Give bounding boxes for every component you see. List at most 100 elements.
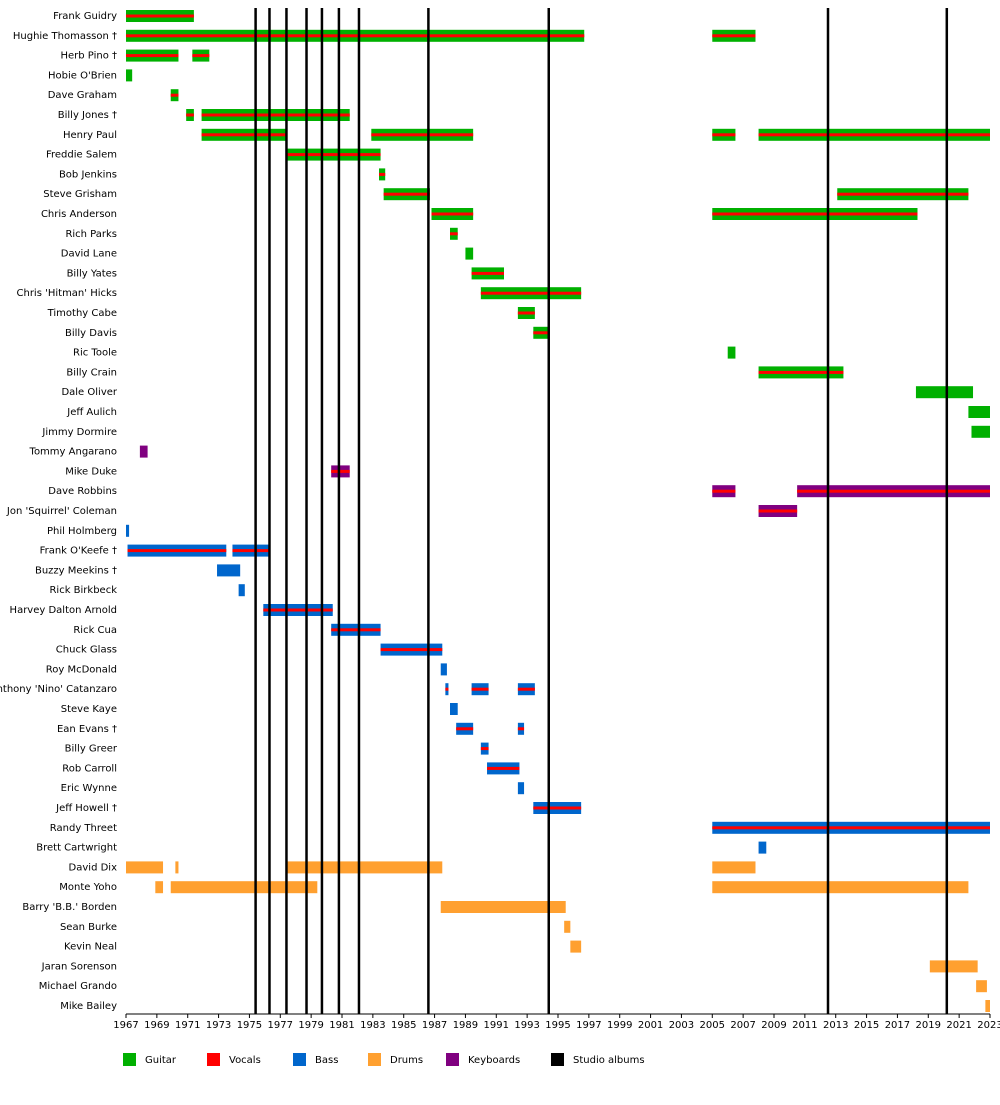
vocals-stripe [201, 133, 287, 137]
member-name: Harvey Dalton Arnold [10, 605, 117, 616]
vocals-stripe [127, 549, 227, 553]
member-bar [968, 406, 990, 418]
x-tick-label: 1979 [298, 1020, 323, 1031]
member-bar [139, 445, 148, 458]
member-name: Dale Oliver [61, 387, 117, 398]
legend-label: Vocals [229, 1055, 261, 1066]
member-name: Ean Evans † [57, 724, 117, 735]
vocals-stripe [758, 133, 990, 137]
member-name: Mike Duke [65, 466, 117, 477]
legend-label: Studio albums [573, 1055, 645, 1066]
member-name: Dave Robbins [48, 486, 117, 497]
member-bar [440, 663, 447, 676]
vocals-stripe [487, 766, 520, 770]
vocals-stripe [712, 212, 918, 216]
member-bar [712, 881, 969, 894]
member-name: Dave Graham [48, 90, 117, 101]
legend-swatch [293, 1053, 306, 1066]
vocals-stripe [797, 489, 990, 493]
x-tick-label: 2003 [669, 1020, 694, 1031]
member-bar [286, 861, 443, 874]
legend-label: Guitar [145, 1055, 177, 1066]
member-name: Brett Cartwright [36, 843, 117, 854]
member-name: Buzzy Meekins † [35, 565, 117, 576]
member-bar [985, 1000, 990, 1012]
x-tick-label: 2007 [730, 1020, 755, 1031]
member-bar [465, 247, 474, 260]
member-bar [450, 703, 458, 715]
member-name: Jimmy Dormire [41, 427, 117, 438]
vocals-stripe [471, 687, 489, 691]
member-name: David Dix [69, 862, 118, 873]
vocals-stripe [126, 54, 179, 58]
vocals-stripe [712, 489, 736, 493]
member-name: Roy McDonald [46, 664, 117, 675]
x-tick-label: 2013 [823, 1020, 848, 1031]
member-bar [175, 861, 179, 874]
member-bar [170, 881, 318, 894]
member-name: Jaran Sorenson [41, 961, 117, 972]
member-name: Billy Greer [65, 744, 118, 755]
member-bar [971, 425, 990, 438]
member-bar [238, 584, 245, 597]
vocals-stripe [758, 509, 798, 513]
vocals-stripe [533, 806, 582, 810]
legend-swatch [446, 1053, 459, 1066]
member-name: Kevin Neal [64, 942, 117, 953]
member-name: Steve Kaye [61, 704, 117, 715]
member-name: Rick Cua [73, 625, 117, 636]
member-name: Randy Threet [50, 823, 117, 834]
vocals-stripe [186, 113, 194, 117]
x-tick-label: 1967 [113, 1020, 138, 1031]
x-tick-label: 2011 [792, 1020, 817, 1031]
member-bar [976, 980, 987, 993]
member-bar [217, 564, 241, 577]
member-bar [929, 960, 978, 973]
member-name: Monte Yoho [59, 882, 117, 893]
member-name: Chris 'Hitman' Hicks [17, 288, 118, 299]
member-bar [712, 861, 756, 874]
member-name: Herb Pino † [60, 51, 117, 62]
x-tick-label: 1989 [453, 1020, 478, 1031]
member-name: Billy Jones † [58, 110, 117, 121]
vocals-stripe [331, 469, 350, 473]
member-name: Barry 'B.B.' Borden [22, 902, 117, 913]
member-bar [155, 881, 164, 894]
x-tick-label: 1975 [237, 1020, 262, 1031]
vocals-stripe [517, 727, 525, 731]
vocals-stripe [837, 192, 969, 196]
member-name: Eric Wynne [61, 783, 117, 794]
vocals-stripe [758, 370, 844, 374]
member-bar [564, 920, 571, 933]
member-name: Sean Burke [60, 922, 117, 933]
x-tick-label: 2005 [700, 1020, 725, 1031]
vocals-stripe [712, 34, 756, 38]
legend-swatch [207, 1053, 220, 1066]
member-name: Anthony 'Nino' Catanzaro [0, 684, 117, 695]
vocals-stripe [286, 153, 381, 157]
member-name: Ric Toole [73, 348, 117, 359]
member-name: Jon 'Squirrel' Coleman [6, 506, 117, 517]
vocals-stripe [445, 687, 449, 691]
vocals-stripe [201, 113, 350, 117]
vocals-stripe [379, 172, 386, 176]
vocals-stripe [126, 34, 585, 38]
member-name: Rob Carroll [62, 763, 117, 774]
x-tick-label: 2021 [946, 1020, 971, 1031]
x-tick-label: 2017 [885, 1020, 910, 1031]
vocals-stripe [371, 133, 474, 137]
member-name: Tommy Angarano [29, 447, 117, 458]
member-bar [570, 940, 582, 953]
x-tick-label: 1983 [360, 1020, 385, 1031]
legend-swatch [368, 1053, 381, 1066]
vocals-stripe [712, 826, 990, 830]
legend-label: Bass [315, 1055, 338, 1066]
member-name: Jeff Howell † [55, 803, 117, 814]
vocals-stripe [380, 648, 443, 652]
member-bar [440, 901, 566, 913]
member-name: Michael Grando [39, 981, 117, 992]
vocals-stripe [456, 727, 474, 731]
member-name: Hughie Thomasson † [13, 31, 117, 42]
member-name: Bob Jenkins [59, 169, 117, 180]
legend-swatch [551, 1053, 564, 1066]
